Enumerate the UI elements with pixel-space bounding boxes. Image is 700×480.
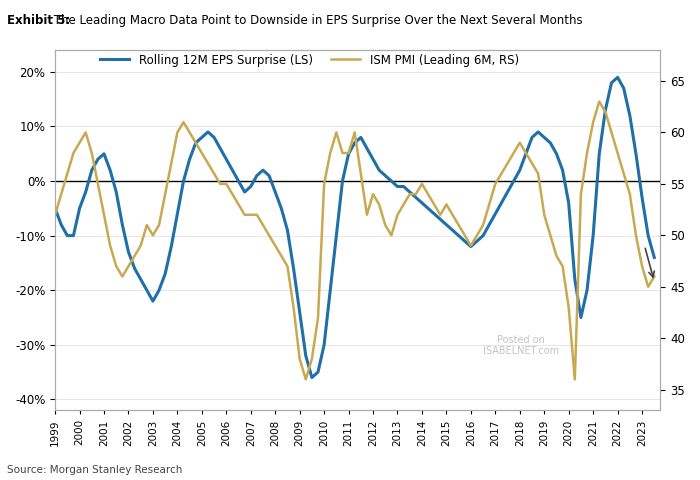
Text: Exhibit 5:: Exhibit 5: xyxy=(7,14,70,27)
Text: Source: Morgan Stanley Research: Source: Morgan Stanley Research xyxy=(7,465,183,475)
Text: Posted on
ISABELNET.com: Posted on ISABELNET.com xyxy=(483,335,559,356)
Legend: Rolling 12M EPS Surprise (LS), ISM PMI (Leading 6M, RS): Rolling 12M EPS Surprise (LS), ISM PMI (… xyxy=(95,49,524,71)
Text: The Leading Macro Data Point to Downside in EPS Surprise Over the Next Several M: The Leading Macro Data Point to Downside… xyxy=(50,14,583,27)
